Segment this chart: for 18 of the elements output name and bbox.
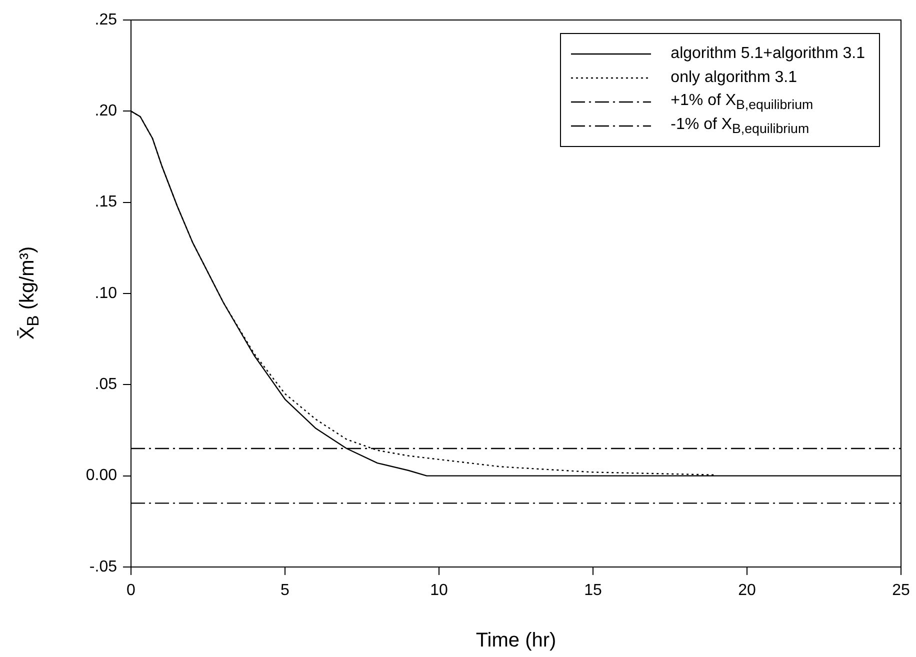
y-tick-label: -.05 xyxy=(89,558,118,576)
x-tick-label: 5 xyxy=(280,582,290,600)
y-tick-label: .20 xyxy=(94,102,118,120)
y-tick-label: .10 xyxy=(94,284,118,302)
x-tick-label: 20 xyxy=(738,582,756,600)
y-tick-label: 0.00 xyxy=(86,467,118,484)
legend-label: +1% of X$_{B,equilibrium}$ xyxy=(670,92,814,112)
y-tick-label: .05 xyxy=(94,376,118,394)
y-tick-label: .25 xyxy=(94,11,118,28)
legend-label: -1% of X$_{B,equilibrium}$ xyxy=(670,116,810,136)
x-tick-label: 0 xyxy=(126,582,136,600)
x-axis-title: Time (hr) xyxy=(476,630,556,652)
legend-label: algorithm 5.1+algorithm 3.1 xyxy=(670,45,865,63)
x-tick-label: 10 xyxy=(430,582,448,600)
x-tick-label: 15 xyxy=(584,582,602,600)
y-tick-label: .15 xyxy=(94,194,118,211)
legend-label: only algorithm 3.1 xyxy=(670,69,797,87)
x-tick-label: 25 xyxy=(892,582,910,600)
